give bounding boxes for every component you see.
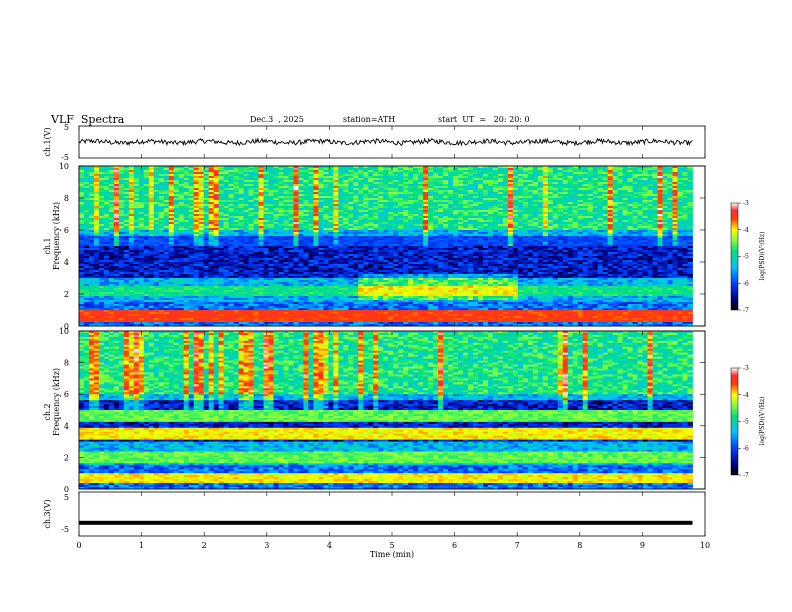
ch1-spectrogram-ylabel-line2: Frequency (kHz) (52, 202, 61, 270)
time-tick-3: 3 (264, 541, 269, 550)
time-tick-2: 2 (202, 541, 207, 550)
ch2-colorbar: -3 -4 -5 -6 -7 log(PSD)(V²/Hz) (731, 365, 766, 479)
ch2-colorbar-tick--7: -7 (743, 472, 749, 479)
ch2-freq-tick-8: 8 (64, 359, 69, 368)
time-tick-0: 0 (76, 541, 81, 550)
ch1-freq-tick-10: 10 (59, 162, 69, 171)
ch3-waveform-panel: 5 -5 ch.3(V) (43, 492, 705, 536)
ch2-colorbar-tick--4: -4 (743, 392, 749, 399)
ch3-y-tick-bottom: -5 (61, 525, 69, 534)
ch1-freq-tick-2: 2 (64, 290, 69, 299)
ch1-colorbar-tick--6: -6 (743, 280, 749, 287)
ch1-y-tick-bottom: -5 (61, 153, 69, 162)
ch1-freq-tick-4: 4 (64, 258, 69, 267)
ch2-spectrogram-image (79, 331, 705, 489)
ch3-y-tick-top: 5 (64, 493, 69, 502)
ch1-spectrogram-ylabel-line1: ch.1 (43, 237, 52, 254)
ch1-colorbar: -3 -4 -5 -6 -7 log(PSD)(V²/Hz) (731, 200, 766, 314)
ch2-freq-tick-10: 10 (59, 327, 69, 336)
ch3-waveform-trace (79, 521, 693, 525)
ch1-colorbar-label: log(PSD)(V²/Hz) (759, 232, 766, 281)
ch1-freq-tick-8: 8 (64, 194, 69, 203)
ch2-colorbar-tick--3: -3 (743, 365, 749, 372)
time-tick-10: 10 (700, 541, 710, 550)
ch3-waveform-line (79, 521, 693, 525)
ch2-colorbar-tick--6: -6 (743, 445, 749, 452)
time-tick-5: 5 (389, 541, 394, 550)
ch1-colorbar-tick--4: -4 (743, 227, 749, 234)
time-tick-7: 7 (515, 541, 520, 550)
ch1-y-tick-top: 5 (64, 123, 69, 132)
ch1-colorbar-tick--7: -7 (743, 307, 749, 314)
ch1-colorbar-tick--3: -3 (743, 200, 749, 207)
ch1-colorbar-tick--5: -5 (743, 254, 749, 261)
ch1-waveform-ylabel: ch.1(V) (43, 127, 52, 156)
time-tick-1: 1 (139, 541, 144, 550)
time-tick-4: 4 (327, 541, 332, 550)
ch2-freq-tick-2: 2 (64, 453, 69, 462)
time-tick-9: 9 (640, 541, 645, 550)
ch1-freq-tick-6: 6 (64, 226, 69, 235)
ch2-spectrogram-ylabel-line2: Frequency (kHz) (52, 368, 61, 436)
ch1-waveform-panel: 5 -5 ch.1(V) (43, 123, 705, 162)
ch2-colorbar-tick--5: -5 (743, 419, 749, 426)
ch3-waveform-ylabel: ch.3(V) (43, 499, 52, 528)
time-tick-8: 8 (577, 541, 582, 550)
time-tick-6: 6 (452, 541, 457, 550)
time-axis-label: Time (min) (370, 550, 414, 559)
ch2-colorbar-label: log(PSD)(V²/Hz) (759, 397, 766, 446)
ch2-spectrogram-ylabel-line1: ch.2 (43, 403, 52, 420)
ch2-freq-tick-6: 6 (64, 390, 69, 399)
ch2-freq-tick-4: 4 (64, 422, 69, 431)
ch1-spectrogram-image (79, 166, 705, 326)
